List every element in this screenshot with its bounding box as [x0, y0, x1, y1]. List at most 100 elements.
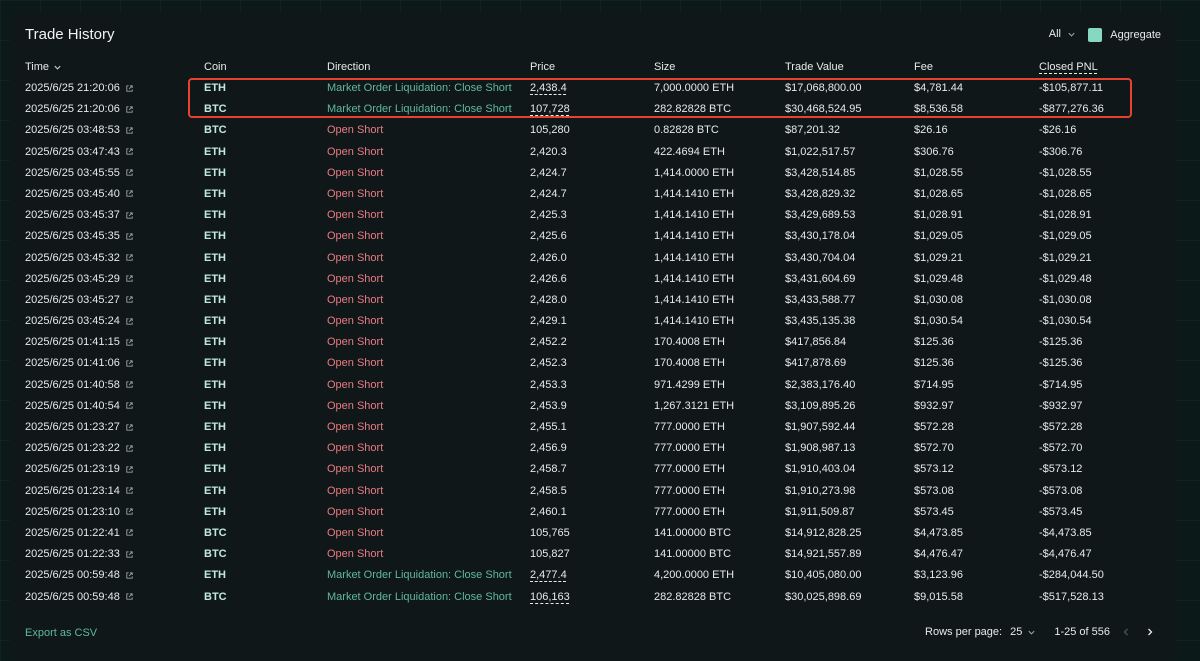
next-page-button[interactable] [1142, 624, 1158, 640]
coin-cell[interactable]: BTC [204, 548, 227, 561]
table-row: 2025/6/25 01:22:41 BTC Open Short 105,765 14… [10, 523, 1176, 544]
table-row: 2025/6/25 01:41:06 ETH Open Short 2,452.3 17… [10, 353, 1176, 374]
external-link-icon[interactable] [125, 105, 134, 114]
column-header-time[interactable]: Time [25, 61, 62, 73]
price-cell: 106,163 [530, 590, 570, 603]
trade-value-cell: $30,468,524.95 [785, 103, 862, 116]
direction-cell: Market Order Liquidation: Close Short [327, 103, 512, 116]
coin-cell[interactable]: BTC [204, 590, 227, 603]
coin-cell[interactable]: ETH [204, 336, 226, 349]
coin-cell[interactable]: ETH [204, 187, 226, 200]
coin-cell[interactable]: ETH [204, 209, 226, 222]
external-link-icon[interactable] [125, 253, 134, 262]
table-row: 2025/6/25 01:23:10 ETH Open Short 2,460.1 77… [10, 502, 1176, 523]
coin-cell[interactable]: ETH [204, 463, 226, 476]
trade-value-cell: $3,428,514.85 [785, 166, 856, 179]
external-link-icon[interactable] [125, 507, 134, 516]
coin-cell[interactable]: ETH [204, 421, 226, 433]
filter-dropdown[interactable]: All [1049, 28, 1076, 40]
coin-cell[interactable]: ETH [204, 442, 226, 455]
fee-cell: $125.36 [914, 336, 954, 349]
table-row: 2025/6/25 03:45:37 ETH Open Short 2,425.3 1,… [10, 205, 1176, 226]
closed-pnl-cell: -$125.36 [1039, 357, 1083, 370]
closed-pnl-cell: -$714.95 [1039, 378, 1083, 391]
time-cell: 2025/6/25 21:20:06 [25, 82, 134, 94]
coin-cell[interactable]: ETH [204, 166, 226, 179]
trade-value-cell: $3,430,178.04 [785, 230, 856, 243]
rows-per-page-select[interactable]: 25 [1010, 626, 1036, 638]
coin-cell[interactable]: ETH [204, 230, 226, 243]
external-link-icon[interactable] [125, 211, 134, 220]
external-link-icon[interactable] [125, 147, 134, 156]
export-csv-link[interactable]: Export as CSV [25, 627, 98, 639]
external-link-icon[interactable] [125, 189, 134, 198]
external-link-icon[interactable] [125, 126, 134, 135]
external-link-icon[interactable] [125, 317, 134, 326]
table-row: 2025/6/25 03:45:35 ETH Open Short 2,425.6 1,… [10, 226, 1176, 247]
closed-pnl-cell: -$1,030.08 [1039, 293, 1092, 306]
coin-cell[interactable]: ETH [204, 82, 226, 94]
fee-cell: $125.36 [914, 357, 954, 370]
coin-cell[interactable]: ETH [204, 357, 226, 370]
prev-page-button[interactable] [1118, 624, 1134, 640]
external-link-icon[interactable] [125, 592, 134, 601]
coin-cell[interactable]: ETH [204, 251, 226, 264]
aggregate-checkbox[interactable] [1088, 28, 1103, 42]
coin-cell[interactable]: ETH [204, 378, 226, 391]
external-link-icon[interactable] [125, 274, 134, 283]
table-row: 2025/6/25 21:20:06 ETH Market Order Liquid… [10, 78, 1176, 99]
fee-cell: $573.12 [914, 463, 954, 476]
external-link-icon[interactable] [125, 232, 134, 241]
highlight-box [188, 78, 1132, 118]
direction-cell: Open Short [327, 272, 384, 285]
price-cell: 2,424.7 [530, 187, 567, 200]
closed-pnl-cell: -$306.76 [1039, 145, 1083, 158]
external-link-icon[interactable] [125, 550, 134, 559]
sort-chevron-icon [54, 65, 61, 70]
coin-cell[interactable]: ETH [204, 505, 226, 518]
trade-time: 2025/6/25 01:40:54 [25, 399, 120, 412]
time-cell: 2025/6/25 01:23:22 [25, 442, 134, 454]
coin-cell[interactable]: BTC [204, 124, 227, 137]
coin-cell[interactable]: ETH [204, 293, 226, 306]
panel-title: Trade History [25, 26, 115, 43]
external-link-icon[interactable] [125, 168, 134, 177]
direction-cell: Open Short [327, 315, 384, 328]
external-link-icon[interactable] [125, 423, 134, 432]
external-link-icon[interactable] [125, 465, 134, 474]
external-link-icon[interactable] [125, 380, 134, 389]
direction-cell: Open Short [327, 484, 384, 497]
coin-cell[interactable]: ETH [204, 399, 226, 412]
price-cell: 2,455.1 [530, 421, 567, 433]
external-link-icon[interactable] [125, 295, 134, 304]
time-cell: 2025/6/25 01:22:41 [25, 527, 134, 539]
direction-cell: Open Short [327, 526, 384, 539]
coin-cell[interactable]: ETH [204, 569, 226, 582]
external-link-icon[interactable] [125, 444, 134, 453]
coin-cell[interactable]: ETH [204, 315, 226, 328]
coin-cell[interactable]: ETH [204, 145, 226, 158]
time-cell: 2025/6/25 03:45:32 [25, 252, 134, 264]
table-row: 2025/6/25 00:59:48 BTC Market Order Liquid… [10, 587, 1176, 608]
table-row: 2025/6/25 00:59:48 ETH Market Order Liquid… [10, 565, 1176, 586]
external-link-icon[interactable] [125, 359, 134, 368]
aggregate-toggle[interactable]: Aggregate [1088, 28, 1161, 42]
external-link-icon[interactable] [125, 571, 134, 580]
external-link-icon[interactable] [125, 338, 134, 347]
price-cell: 2,453.3 [530, 378, 567, 391]
external-link-icon[interactable] [125, 486, 134, 495]
trade-time: 2025/6/25 03:45:27 [25, 293, 120, 306]
external-link-icon[interactable] [125, 401, 134, 410]
external-link-icon[interactable] [125, 84, 134, 93]
coin-cell[interactable]: ETH [204, 484, 226, 497]
coin-cell[interactable]: BTC [204, 526, 227, 539]
coin-cell[interactable]: BTC [204, 103, 227, 116]
closed-pnl-cell: -$573.45 [1039, 505, 1083, 518]
size-cell: 1,414.1410 ETH [654, 315, 735, 328]
chevron-down-icon [1068, 32, 1075, 37]
fee-cell: $26.16 [914, 124, 948, 137]
fee-cell: $1,029.05 [914, 230, 963, 243]
coin-cell[interactable]: ETH [204, 272, 226, 285]
external-link-icon[interactable] [125, 528, 134, 537]
size-cell: 1,414.1410 ETH [654, 187, 735, 200]
